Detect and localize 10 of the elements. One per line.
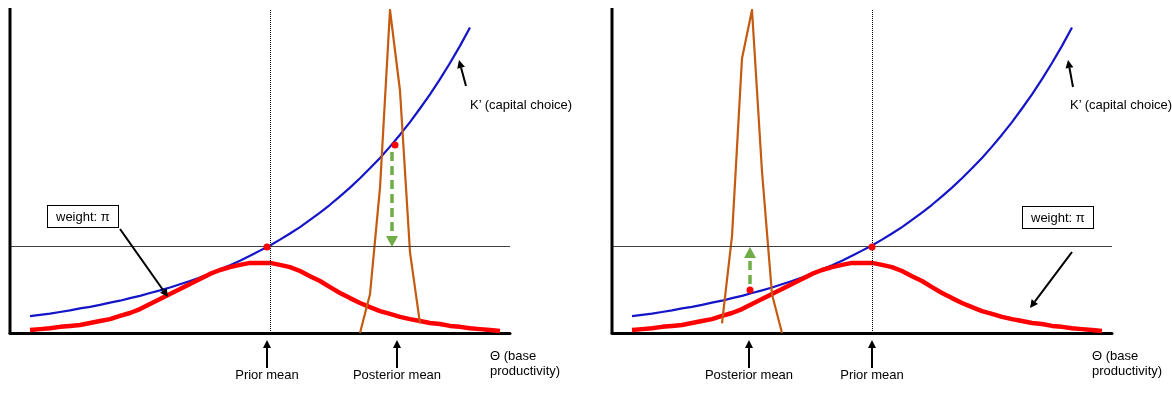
annotation: K’ (capital choice) [470,97,573,112]
x-axis-title: Θ (base productivity) [1092,348,1164,378]
annotation: weight: π [47,205,119,228]
text: Posterior mean [704,367,794,382]
annotation: weight: π [1022,206,1094,229]
text: Posterior mean [352,367,442,382]
text: Prior mean [235,367,299,382]
text: Prior mean [840,367,904,382]
annotation: K’ (capital choice) [1070,97,1172,112]
x-axis-title: Θ (base productivity) [490,348,562,378]
